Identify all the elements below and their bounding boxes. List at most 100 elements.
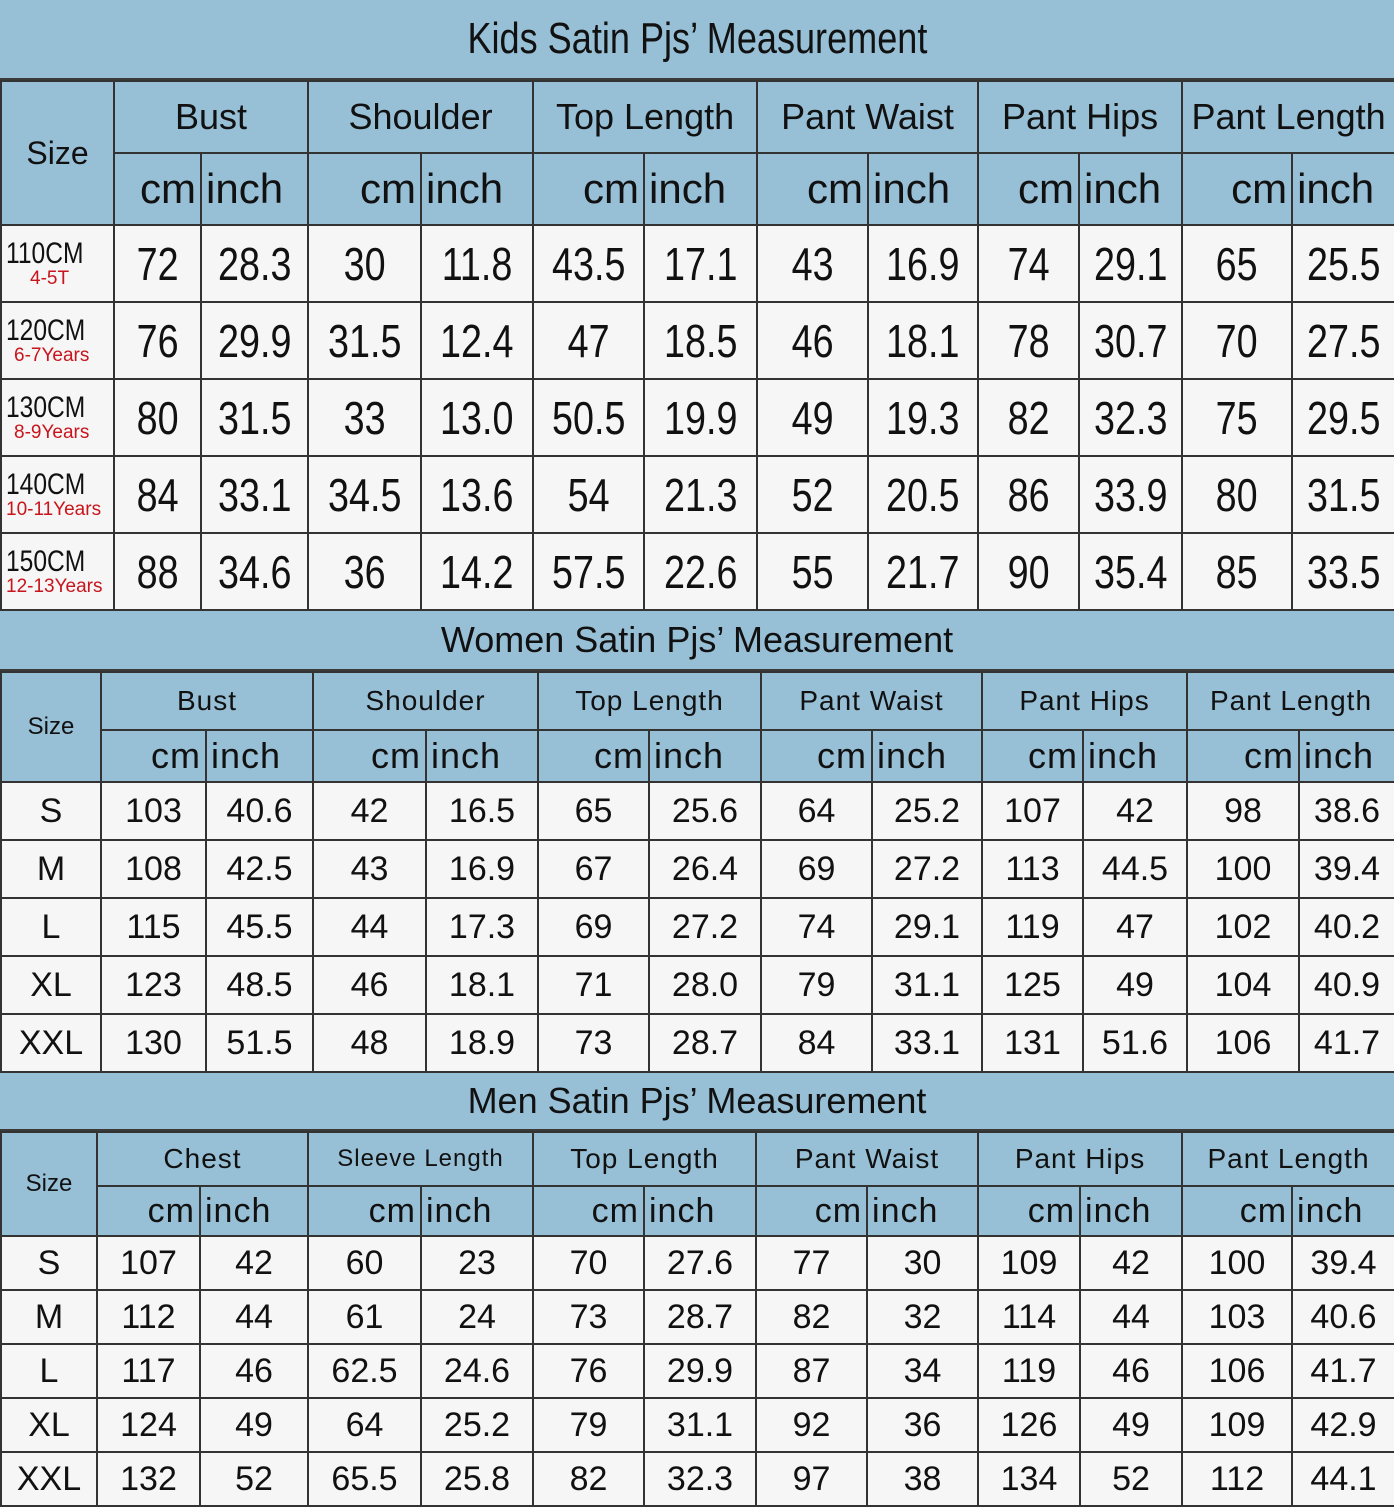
measurement-value: 28.0 (647, 955, 763, 1015)
value-text: 32.3 (1093, 391, 1168, 444)
measurement-value: 49 (199, 1397, 309, 1453)
value-text: 49 (791, 391, 834, 444)
unit-cm: cm (1181, 152, 1294, 226)
value-text: 30 (343, 237, 386, 290)
measurement-value: 16.5 (425, 781, 539, 841)
value-text: 126 (1000, 1405, 1058, 1444)
value-text: 97 (792, 1459, 831, 1498)
size-cell: S (0, 781, 102, 841)
value-text: 124 (120, 1405, 177, 1444)
size-label: S (37, 1243, 61, 1282)
measurement-value: 113 (981, 839, 1085, 899)
value-text: 61 (345, 1297, 384, 1336)
chart-title-text: Women Satin Pjs’ Measurement (440, 619, 954, 660)
value-text: 25.6 (671, 791, 739, 830)
unit-cm: cm (100, 729, 207, 783)
value-text: 43.5 (551, 237, 626, 290)
value-text: 26.4 (671, 849, 739, 888)
measurement-value: 33 (307, 378, 423, 457)
value-text: 13.6 (440, 468, 514, 521)
value-text: 77 (792, 1243, 831, 1282)
value-text: 62.5 (331, 1351, 398, 1390)
measurement-value: 31.1 (642, 1397, 758, 1453)
measurement-value: 107 (981, 781, 1085, 841)
value-text: 64 (345, 1405, 384, 1444)
value-text: 27.2 (893, 849, 961, 888)
value-text: 33 (343, 391, 386, 444)
value-text: 29.5 (1306, 391, 1381, 444)
value-text: 74 (1007, 237, 1050, 290)
measurement-value: 82 (755, 1289, 869, 1345)
measurement-value: 46 (312, 955, 427, 1015)
measurement-value: 30 (307, 224, 423, 303)
unit-inch: inch (1298, 729, 1394, 783)
size-cell: 120CM 6-7Years (0, 301, 115, 380)
measurement-value: 54 (532, 455, 646, 534)
measurement-value: 65 (1181, 224, 1294, 303)
men-size-chart: Men Satin Pjs’ Measurement Size Chest Sleev… (0, 1073, 1394, 1507)
column-group-pant-waist: Pant Waist (760, 671, 984, 731)
measurement-value: 28.7 (642, 1289, 758, 1345)
measurement-value: 42 (199, 1235, 309, 1291)
measurement-value: 27.2 (647, 897, 763, 957)
value-text: 41.7 (1313, 1023, 1381, 1062)
value-text: 48 (350, 1023, 389, 1062)
unit-inch: inch (1078, 152, 1184, 226)
value-text: 100 (1208, 1243, 1266, 1282)
size-cell: 140CM 10-11Years (0, 455, 115, 534)
measurement-value: 48.5 (205, 955, 314, 1015)
size-label: 130CM (6, 390, 86, 424)
measurement-value: 70 (532, 1235, 645, 1291)
table-row: 140CM 10-11Years 84 33.1 34.5 13.6 54 21.3 52 20.… (0, 455, 1394, 534)
column-group-pant-waist: Pant Waist (756, 80, 980, 154)
measurement-value: 45.5 (205, 897, 314, 957)
measurement-value: 112 (96, 1289, 201, 1345)
value-text: 57.5 (551, 545, 626, 598)
measurement-value: 109 (977, 1235, 1082, 1291)
value-text: 115 (126, 907, 181, 946)
value-text: 119 (1001, 1351, 1057, 1390)
unit-inch: inch (866, 1185, 980, 1237)
measurement-value: 29.9 (199, 301, 310, 380)
measurement-value: 21.7 (867, 532, 980, 611)
value-text: 134 (1000, 1459, 1058, 1498)
value-text: 54 (567, 468, 610, 521)
measurement-value: 38.6 (1298, 781, 1394, 841)
value-text: 23 (458, 1243, 496, 1282)
value-text: 44 (235, 1297, 273, 1336)
table-row: XL 124 49 64 25.2 79 31.1 92 36 126 49 109 42.9 (0, 1397, 1394, 1453)
measurement-value: 17.3 (425, 897, 539, 957)
unit-cm: cm (532, 1185, 645, 1237)
measurement-value: 38 (866, 1451, 980, 1507)
column-group-top-length: Top Length (536, 671, 763, 731)
value-text: 46 (235, 1351, 273, 1390)
kids-size-chart: Kids Satin Pjs’ Measurement Size Bust Shoul… (0, 0, 1394, 611)
unit-cm: cm (755, 1185, 869, 1237)
value-text: 49 (1116, 965, 1154, 1004)
men-chart-title: Men Satin Pjs’ Measurement (0, 1073, 1394, 1131)
value-text: 69 (574, 907, 613, 946)
table-row: S 103 40.6 42 16.5 65 25.6 64 25.2 107 42 98 38.6 (0, 781, 1394, 841)
measurement-value: 79 (760, 955, 874, 1015)
value-text: 31.1 (666, 1405, 734, 1444)
measurement-value: 42 (1079, 1235, 1184, 1291)
value-text: 44.1 (1310, 1459, 1377, 1498)
value-text: 16.5 (448, 791, 516, 830)
value-text: 41.7 (1310, 1351, 1377, 1390)
value-text: 14.2 (440, 545, 514, 598)
measurement-value: 30 (866, 1235, 980, 1291)
value-text: 42.5 (226, 849, 293, 888)
measurement-value: 130 (100, 1013, 207, 1073)
table-row: 150CM 12-13Years 88 34.6 36 14.2 57.5 22.6 55 21.… (0, 532, 1394, 611)
size-cell: 130CM 8-9Years (0, 378, 115, 457)
measurement-value: 43.5 (532, 224, 646, 303)
unit-inch: inch (199, 152, 310, 226)
value-text: 132 (120, 1459, 177, 1498)
value-text: 28.7 (671, 1023, 739, 1062)
measurement-value: 112 (1181, 1451, 1294, 1507)
unit-inch: inch (1291, 152, 1394, 226)
measurement-value: 119 (981, 897, 1085, 957)
unit-cm: cm (307, 1185, 422, 1237)
measurement-value: 50.5 (532, 378, 646, 457)
measurement-value: 34.6 (199, 532, 310, 611)
